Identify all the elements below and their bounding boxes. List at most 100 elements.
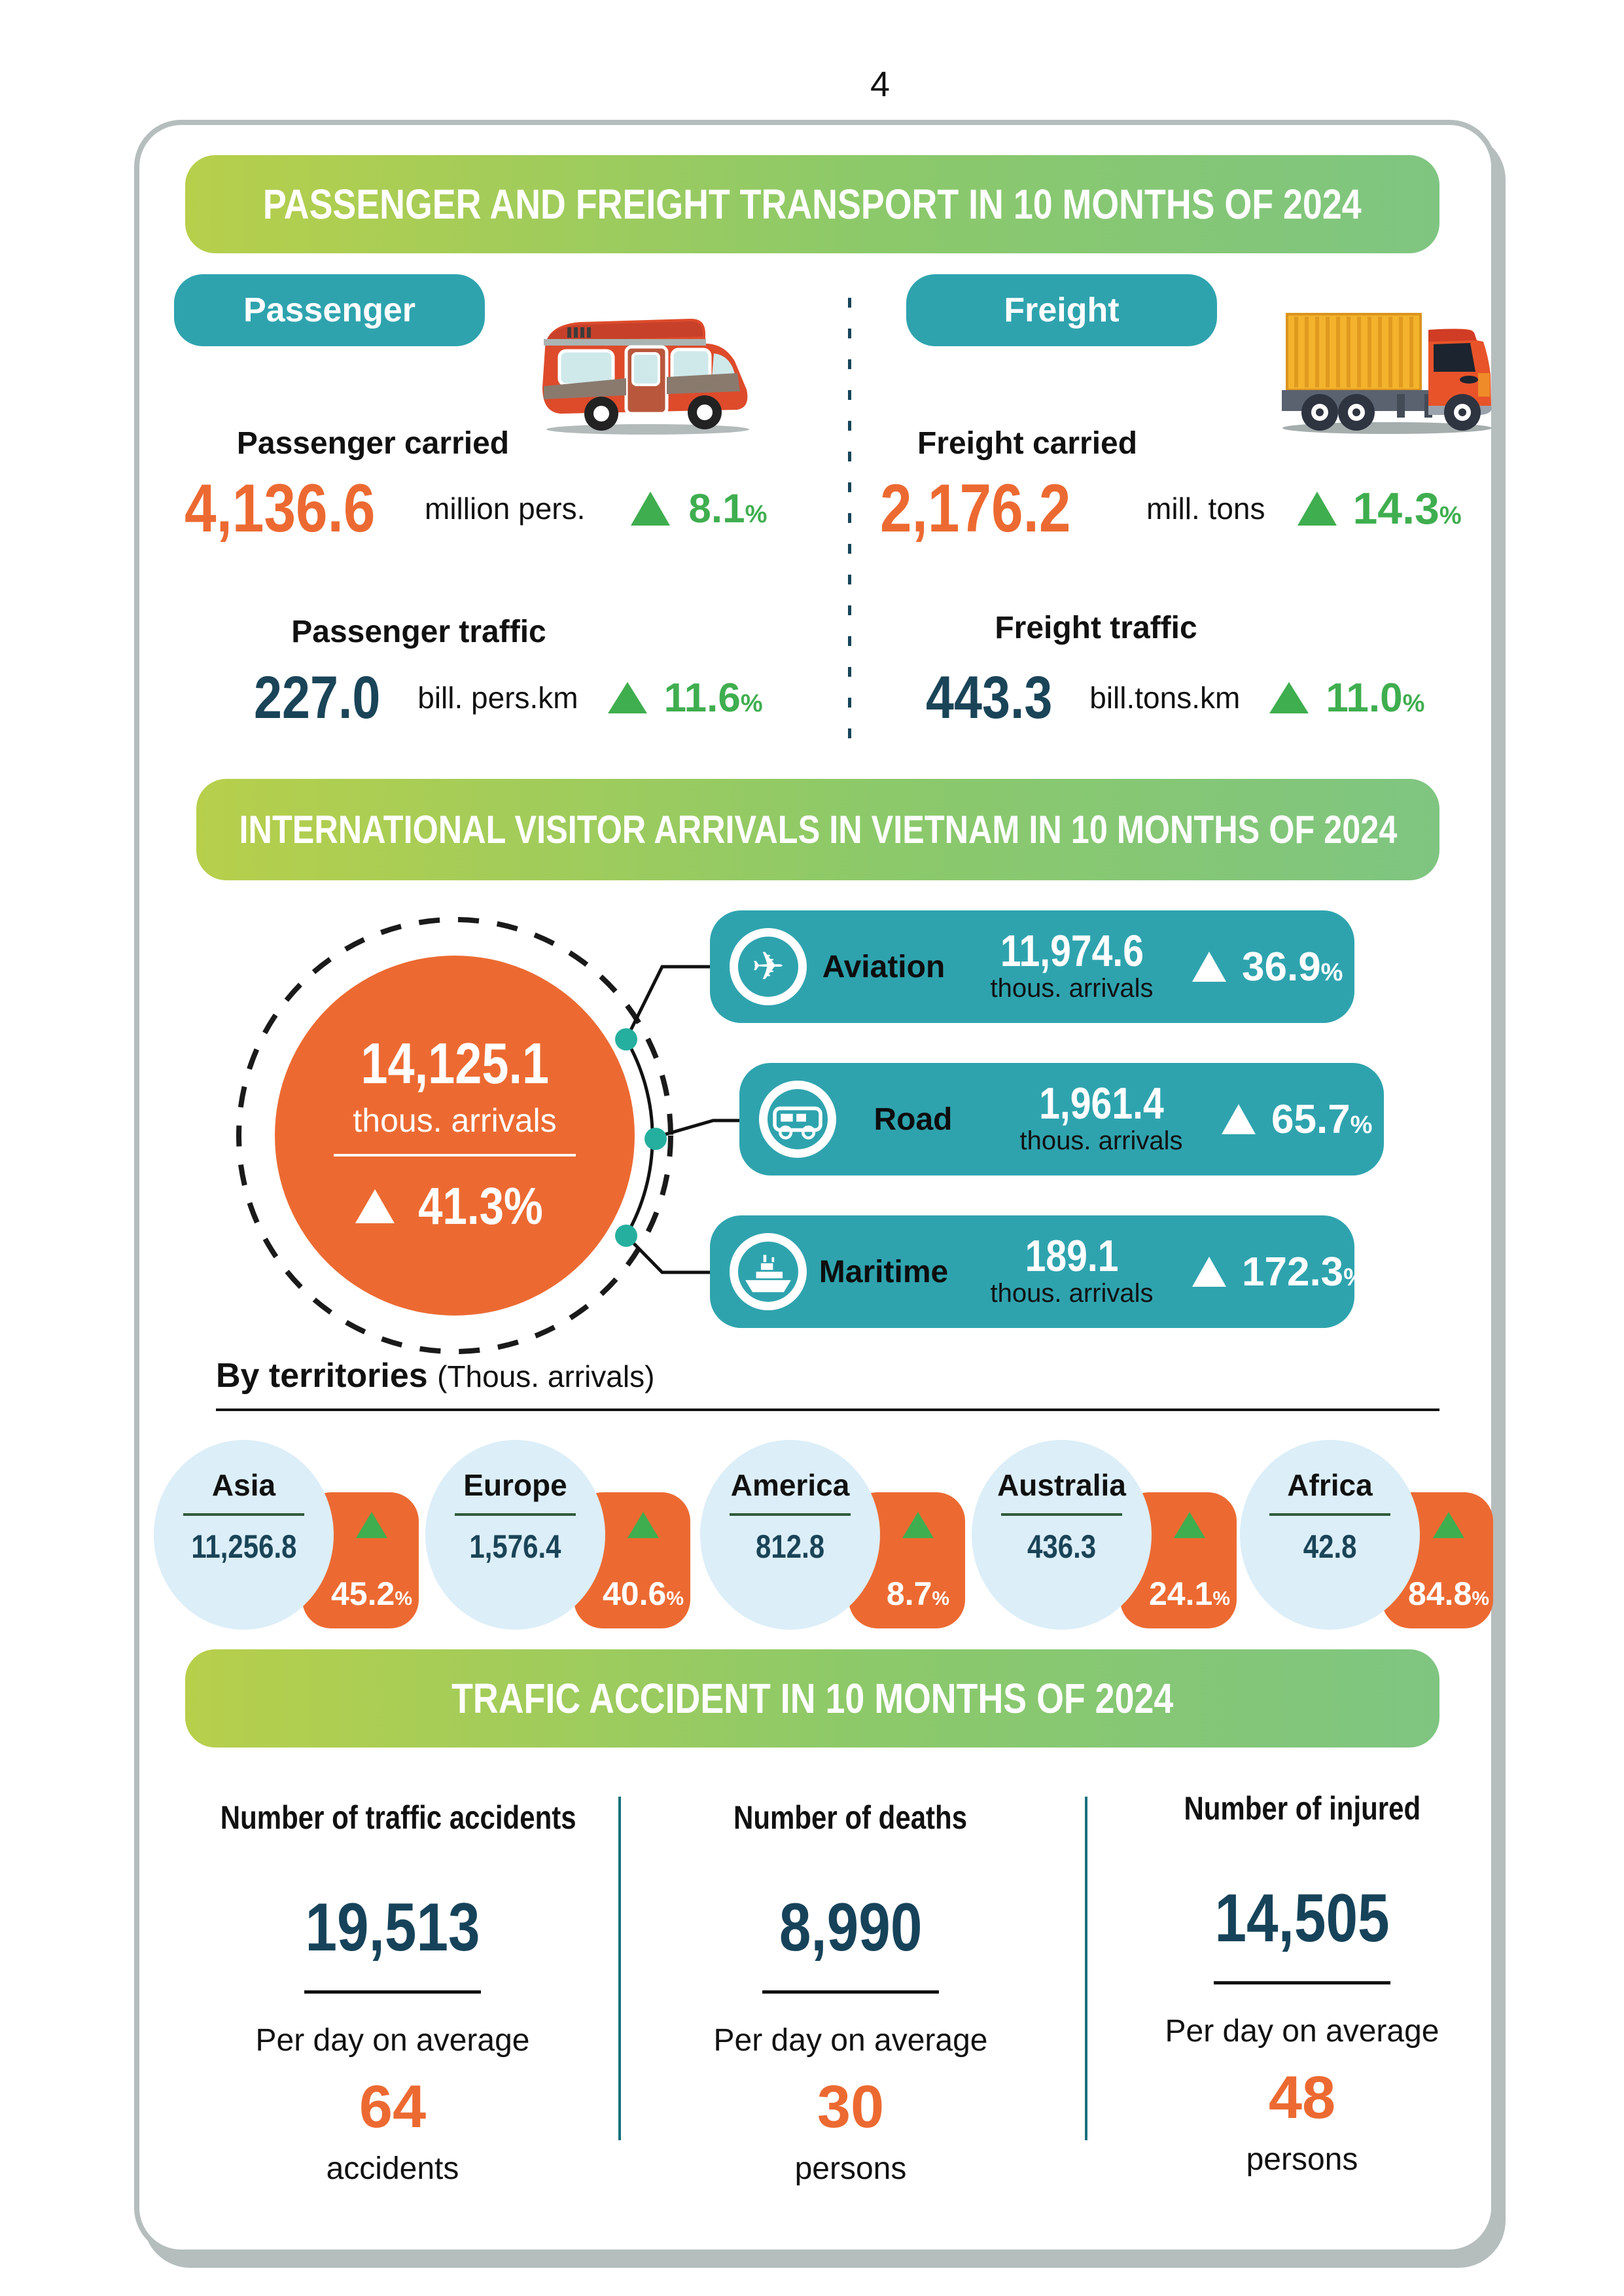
up-triangle-icon bbox=[1222, 1104, 1256, 1134]
passenger-traffic-row: 227.0 bill. pers.km 11.6% bbox=[254, 668, 763, 728]
deaths-header: Number of deaths bbox=[733, 1799, 968, 1836]
per-day-value: 48 bbox=[1268, 2064, 1336, 2131]
freight-traffic-row: 443.3 bill.tons.km 11.0% bbox=[926, 668, 1424, 728]
passenger-tab-label: Passenger bbox=[243, 291, 416, 329]
divider-line bbox=[455, 1513, 576, 1516]
asia-growth: 45.2% bbox=[330, 1575, 412, 1612]
passenger-carried-label: Passenger carried bbox=[236, 426, 510, 461]
per-day-unit: persons bbox=[794, 2151, 907, 2186]
europe-value: 1,576.4 bbox=[469, 1528, 561, 1565]
connector-lines bbox=[615, 965, 746, 1274]
maritime-pill: Maritime 189.1 thous. arrivals 172.3% bbox=[710, 1215, 1366, 1328]
aviation-pill: ✈ Aviation 11,974.6 thous. arrivals 36.9… bbox=[710, 910, 1354, 1023]
road-growth-row: 65.7% bbox=[1222, 1096, 1372, 1143]
airplane-icon: ✈ bbox=[730, 928, 807, 1005]
up-triangle-icon bbox=[631, 492, 671, 526]
visitors-total-circle: 14,125.1 thous. arrivals 41.3% bbox=[275, 956, 635, 1316]
up-triangle-icon bbox=[1433, 1512, 1464, 1538]
maritime-growth: 172.3% bbox=[1242, 1249, 1366, 1295]
up-triangle-icon bbox=[627, 1512, 659, 1538]
per-day-value: 30 bbox=[817, 2073, 885, 2140]
van-icon bbox=[759, 1081, 836, 1158]
freight-traffic-value: 443.3 bbox=[926, 664, 1053, 731]
freight-carried-value: 2,176.2 bbox=[880, 471, 1071, 547]
maritime-value-stack: 189.1 thous. arrivals bbox=[961, 1231, 1183, 1308]
deaths-total: 8,990 bbox=[779, 1890, 923, 1965]
truck-icon bbox=[1282, 313, 1492, 434]
america-name: America bbox=[730, 1468, 850, 1502]
divider-line bbox=[1214, 1981, 1390, 1984]
freight-traffic-unit: bill.tons.km bbox=[1089, 681, 1241, 715]
transport-section-title: PASSENGER AND FREIGHT TRANSPORT IN 10 MO… bbox=[263, 181, 1362, 228]
passenger-tab: Passenger bbox=[174, 274, 485, 346]
maritime-value: 189.1 bbox=[1025, 1231, 1119, 1282]
territories-note: (Thous. arrivals) bbox=[437, 1359, 655, 1393]
ship-icon bbox=[730, 1233, 807, 1310]
divider-line bbox=[762, 1990, 939, 1994]
africa-value: 42.8 bbox=[1303, 1528, 1357, 1565]
per-day-unit: persons bbox=[1246, 2142, 1358, 2177]
page-number: 4 bbox=[870, 65, 891, 104]
australia-growth: 24.1% bbox=[1148, 1575, 1230, 1612]
freight-tab: Freight bbox=[906, 274, 1217, 346]
visitors-total-growth-row: 41.3% bbox=[355, 1176, 555, 1236]
accidents-header: Number of traffic accidents bbox=[220, 1799, 576, 1836]
freight-carried-row: 2,176.2 mill. tons 14.3% bbox=[880, 475, 1462, 543]
per-day-label: Per day on average bbox=[255, 2023, 530, 2058]
australia-circle: Australia 436.3 bbox=[972, 1440, 1152, 1630]
aviation-growth-row: 36.9% bbox=[1192, 944, 1343, 990]
africa-circle: Africa 42.8 bbox=[1240, 1440, 1420, 1630]
freight-tab-label: Freight bbox=[1004, 291, 1120, 329]
passenger-traffic-unit: bill. pers.km bbox=[417, 681, 578, 715]
passenger-traffic-label: Passenger traffic bbox=[291, 615, 546, 649]
per-day-label: Per day on average bbox=[713, 2023, 988, 2058]
africa-name: Africa bbox=[1287, 1468, 1373, 1502]
up-triangle-icon bbox=[1174, 1512, 1205, 1538]
freight-carried-unit: mill. tons bbox=[1146, 492, 1265, 526]
passenger-carried-growth: 8.1% bbox=[688, 486, 768, 531]
divider-line bbox=[1001, 1513, 1122, 1516]
per-day-label: Per day on average bbox=[1165, 2014, 1439, 2049]
up-triangle-icon bbox=[1269, 682, 1309, 713]
accidents-column-divider bbox=[1085, 1797, 1087, 2140]
visitors-total-growth: 41.3% bbox=[417, 1177, 543, 1235]
asia-circle: Asia 11,256.8 bbox=[154, 1440, 334, 1630]
accidents-section-banner: TRAFIC ACCIDENT IN 10 MONTHS OF 2024 bbox=[185, 1649, 1439, 1748]
freight-traffic-growth: 11.0% bbox=[1326, 675, 1425, 721]
accidents-total: 19,513 bbox=[305, 1890, 480, 1965]
road-pill: Road 1,961.4 thous. arrivals 65.7% bbox=[739, 1063, 1384, 1175]
injured-total: 14,505 bbox=[1214, 1880, 1390, 1956]
territories-heading: By territories (Thous. arrivals) bbox=[216, 1357, 655, 1395]
dashed-ring-icon bbox=[236, 917, 673, 1354]
aviation-growth: 36.9% bbox=[1242, 944, 1343, 990]
accidents-section-title: TRAFIC ACCIDENT IN 10 MONTHS OF 2024 bbox=[451, 1675, 1174, 1722]
freight-traffic-label: Freight traffic bbox=[995, 611, 1197, 645]
passenger-traffic-value: 227.0 bbox=[254, 664, 381, 731]
up-triangle-icon bbox=[355, 1189, 395, 1223]
up-triangle-icon bbox=[902, 1512, 934, 1538]
bus-icon bbox=[542, 318, 749, 435]
up-triangle-icon bbox=[1192, 952, 1226, 982]
passenger-carried-value: 4,136.6 bbox=[185, 471, 376, 547]
road-value-stack: 1,961.4 thous. arrivals bbox=[990, 1081, 1212, 1156]
europe-circle: Europe 1,576.4 bbox=[425, 1440, 605, 1630]
accidents-column: Number of traffic accidents 19,513 Per d… bbox=[186, 1799, 599, 2187]
injured-column: Number of injured 14,505 Per day on aver… bbox=[1106, 1790, 1498, 2178]
up-triangle-icon bbox=[1192, 1257, 1226, 1287]
australia-value: 436.3 bbox=[1027, 1528, 1097, 1565]
europe-name: Europe bbox=[463, 1468, 567, 1502]
visitors-total-value: 14,125.1 bbox=[361, 1031, 549, 1096]
freight-carried-growth: 14.3% bbox=[1352, 484, 1462, 533]
road-label: Road bbox=[874, 1102, 953, 1137]
per-day-unit: accidents bbox=[326, 2151, 459, 2186]
deaths-column: Number of deaths 8,990 Per day on averag… bbox=[638, 1799, 1063, 2187]
divider-line bbox=[730, 1513, 851, 1516]
asia-value: 11,256.8 bbox=[190, 1528, 297, 1565]
passenger-carried-unit: million pers. bbox=[425, 492, 586, 526]
america-circle: America 812.8 bbox=[700, 1440, 880, 1630]
visitors-total-unit: thous. arrivals bbox=[353, 1102, 557, 1139]
africa-growth: 84.8% bbox=[1407, 1575, 1489, 1612]
passenger-carried-row: 4,136.6 million pers. 8.1% bbox=[185, 475, 767, 543]
divider-line bbox=[304, 1990, 481, 1994]
injured-header: Number of injured bbox=[1184, 1790, 1421, 1827]
